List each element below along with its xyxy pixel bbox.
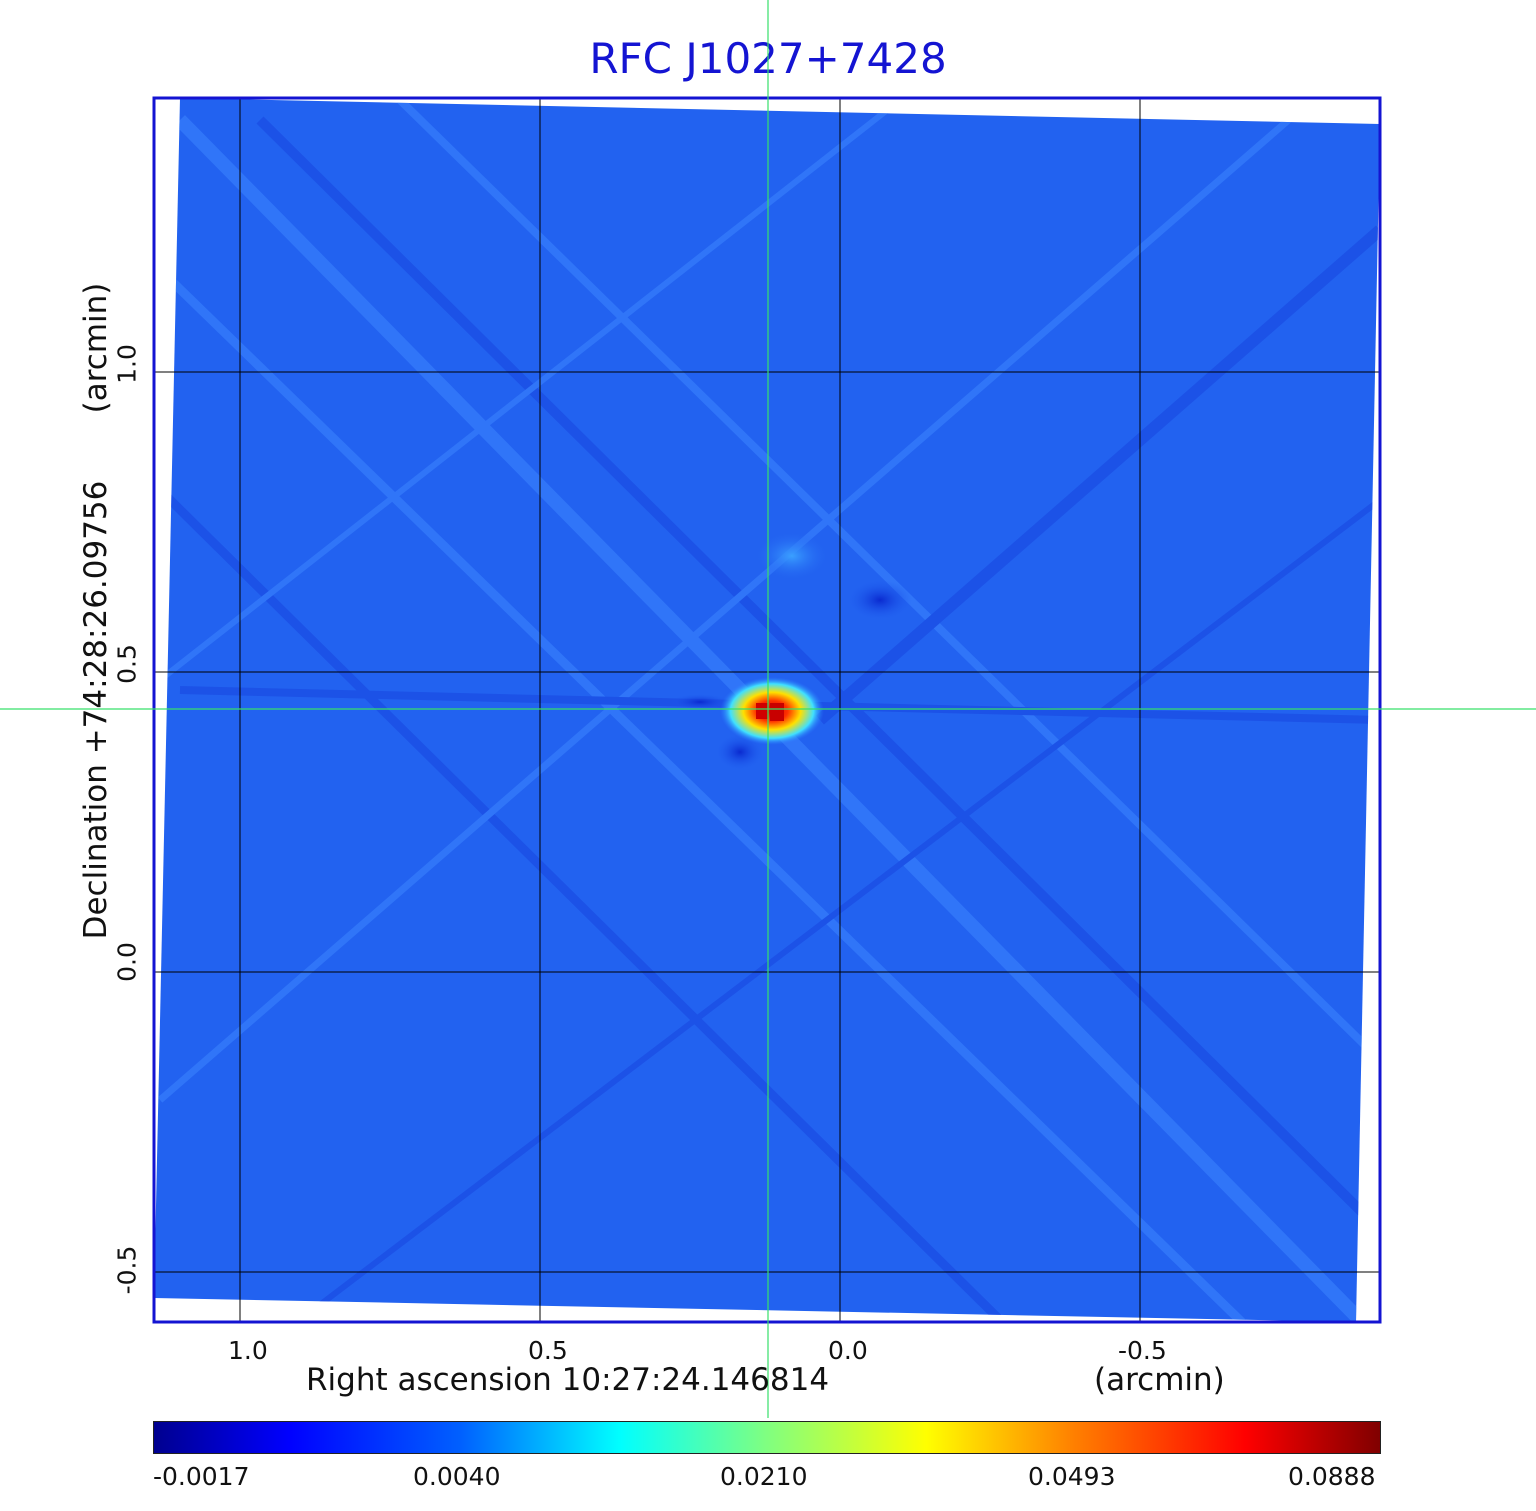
plot-frame xyxy=(152,96,1382,1324)
colorbar-tick-label: -0.0017 xyxy=(153,1462,250,1491)
colorbar-tick-label: 0.0493 xyxy=(1028,1462,1116,1491)
colorbar-tick-label: 0.0040 xyxy=(413,1462,501,1491)
x-axis-unit: (arcmin) xyxy=(1094,1362,1225,1398)
y-axis-label: Declination +74:28:26.09756 xyxy=(78,480,114,940)
y-axis-unit: (arcmin) xyxy=(78,282,114,414)
y-tick-label: -0.5 xyxy=(112,1245,142,1295)
crosshair xyxy=(0,0,1536,1418)
x-tick-label: 1.0 xyxy=(228,1336,268,1365)
colorbar-tick-label: 0.0210 xyxy=(720,1462,808,1491)
colorbar xyxy=(153,1421,1381,1454)
x-tick-label: -0.5 xyxy=(1118,1336,1167,1365)
coordinate-grid xyxy=(154,98,1380,1322)
colorbar-tick-label: 0.0888 xyxy=(1288,1462,1376,1491)
y-tick-label: 1.0 xyxy=(112,344,142,384)
x-tick-label: 0.0 xyxy=(828,1336,868,1365)
x-axis-label: Right ascension 10:27:24.146814 xyxy=(306,1362,830,1398)
x-tick-label: 0.5 xyxy=(528,1336,568,1365)
y-tick-label: 0.5 xyxy=(112,644,142,684)
y-tick-label: 0.0 xyxy=(112,942,142,982)
